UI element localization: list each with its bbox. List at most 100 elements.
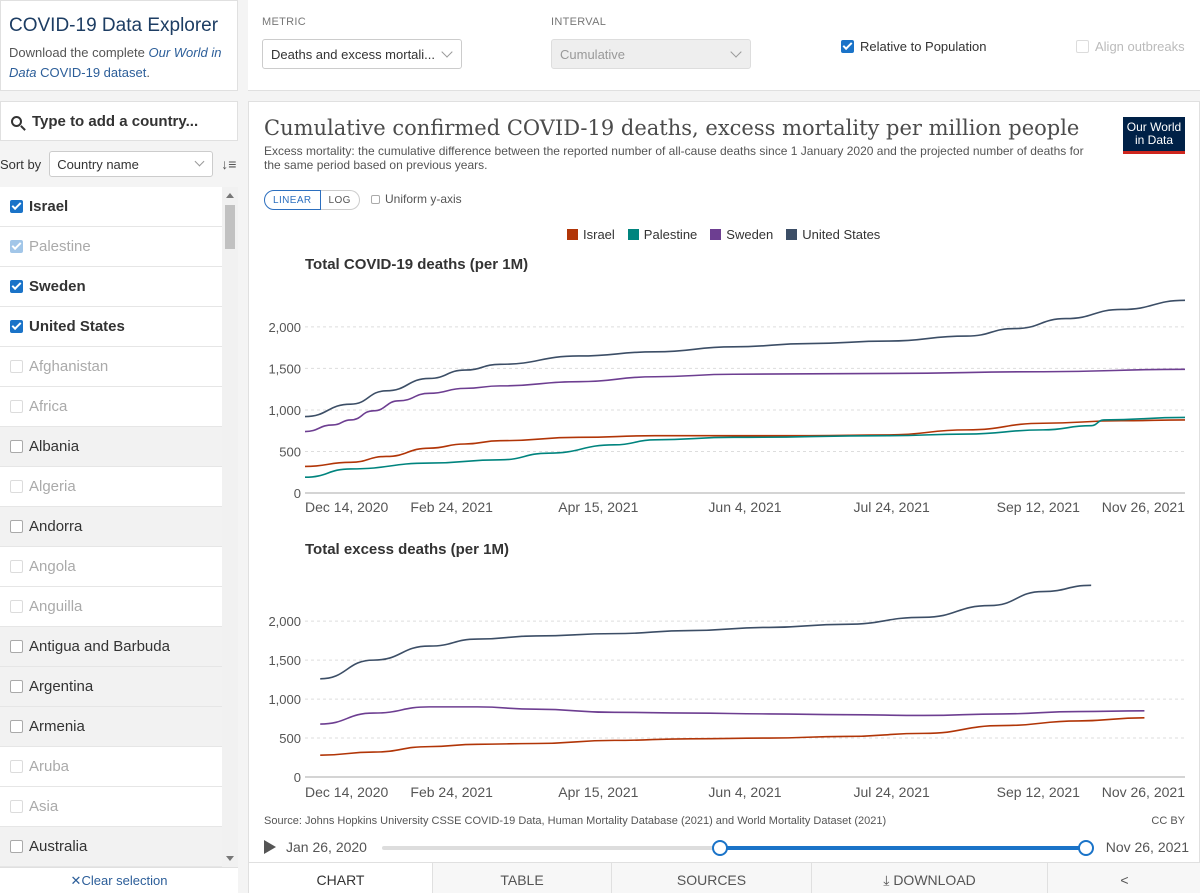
license-link[interactable]: CC BY: [1151, 815, 1185, 827]
logo-line-2: in Data: [1134, 133, 1174, 147]
country-item[interactable]: Andorra: [0, 507, 222, 547]
series-line-israel: [304, 419, 1186, 468]
timeline-end-handle[interactable]: [1078, 840, 1094, 856]
country-item[interactable]: Algeria: [0, 467, 222, 507]
x-tick-label: Feb 24, 2021: [410, 499, 493, 515]
series-line-sweden: [304, 368, 1186, 433]
country-list-scrollbar[interactable]: [222, 187, 238, 867]
country-label: Australia: [29, 838, 88, 855]
y-tick-label: 0: [294, 770, 301, 785]
scroll-up-icon[interactable]: [226, 193, 234, 198]
checkbox-unchecked-icon: [10, 640, 23, 653]
country-item[interactable]: Africa: [0, 387, 222, 427]
tab-sources[interactable]: Sources: [612, 863, 812, 893]
sort-select[interactable]: Country name: [49, 151, 214, 177]
log-scale-button[interactable]: LOG: [320, 190, 360, 210]
country-label: United States: [29, 318, 125, 335]
country-item[interactable]: Sweden: [0, 267, 222, 307]
scroll-down-icon[interactable]: [226, 856, 234, 861]
tab-chart[interactable]: Chart: [249, 863, 433, 893]
metric-label: METRIC: [262, 16, 306, 28]
sort-value: Country name: [57, 157, 139, 172]
brand-description: Download the complete Our World in Data …: [9, 43, 229, 83]
country-label: Palestine: [29, 238, 91, 255]
chart-legend: Israel Palestine Sweden United States: [567, 227, 880, 242]
timeline-track[interactable]: [382, 840, 1094, 856]
country-label: Antigua and Barbuda: [29, 638, 170, 655]
linear-scale-button[interactable]: LINEAR: [264, 190, 321, 210]
country-item[interactable]: Australia: [0, 827, 222, 867]
country-label: Angola: [29, 558, 76, 575]
brand-desc-prefix: Download the complete: [9, 45, 145, 60]
country-item[interactable]: Afghanistan: [0, 347, 222, 387]
country-item[interactable]: Antigua and Barbuda: [0, 627, 222, 667]
checkbox-unchecked-icon: [10, 800, 23, 813]
checkbox-unchecked-icon: [10, 680, 23, 693]
country-item[interactable]: Armenia: [0, 707, 222, 747]
align-outbreaks-checkbox[interactable]: Align outbreaks: [1076, 39, 1185, 54]
series-line-united-states: [320, 584, 1092, 680]
sort-direction-icon[interactable]: ↓≡: [221, 156, 237, 172]
interval-value: Cumulative: [560, 47, 626, 62]
tab-table[interactable]: Table: [433, 863, 612, 893]
sort-row: Sort by Country name ↓≡: [0, 150, 238, 178]
checkbox-checked-icon: [10, 240, 23, 253]
x-tick-label: Dec 14, 2020: [305, 499, 388, 515]
y-tick-label: 500: [279, 444, 301, 459]
clear-selection-button[interactable]: ✕Clear selection: [0, 867, 238, 893]
checkbox-unchecked-icon: [10, 760, 23, 773]
timeline-range-fill: [719, 846, 1086, 850]
uniform-y-axis-checkbox[interactable]: Uniform y-axis: [371, 192, 462, 206]
metric-value: Deaths and excess mortali...: [271, 47, 436, 62]
checkbox-unchecked-icon: [371, 194, 380, 204]
country-item[interactable]: Israel: [0, 187, 222, 227]
owid-link[interactable]: Our World in Data: [9, 45, 222, 80]
country-item[interactable]: Aruba: [0, 747, 222, 787]
country-item[interactable]: Angola: [0, 547, 222, 587]
brand-desc-suffix: .: [146, 65, 150, 80]
interval-select[interactable]: Cumulative: [551, 39, 751, 69]
legend-swatch: [710, 229, 722, 240]
y-tick-label: 1,500: [268, 653, 301, 668]
chart-title: Cumulative confirmed COVID-19 deaths, ex…: [264, 116, 1080, 140]
legend-item[interactable]: United States: [786, 227, 880, 242]
checkbox-unchecked-icon: [10, 560, 23, 573]
sort-label: Sort by: [0, 156, 42, 172]
timeline-end-label: Nov 26, 2021: [1105, 839, 1189, 855]
x-tick-label: Jul 24, 2021: [854, 784, 930, 800]
search-icon: [11, 115, 22, 127]
country-list: Israel Palestine Sweden United States Afghan…: [0, 187, 222, 867]
x-tick-label: Nov 26, 2021: [1102, 784, 1185, 800]
country-item[interactable]: Palestine: [0, 227, 222, 267]
legend-item[interactable]: Palestine: [627, 227, 697, 242]
legend-item[interactable]: Sweden: [710, 227, 773, 242]
country-item[interactable]: Anguilla: [0, 587, 222, 627]
tab-download[interactable]: ⤓ Download: [812, 863, 1048, 893]
country-item[interactable]: United States: [0, 307, 222, 347]
dataset-link[interactable]: COVID-19 dataset: [40, 65, 147, 80]
play-icon[interactable]: [264, 840, 276, 854]
x-tick-label: Jun 4, 2021: [708, 499, 781, 515]
country-item[interactable]: Asia: [0, 787, 222, 827]
chart-subtitle: Excess mortality: the cumulative differe…: [264, 144, 1084, 172]
share-button[interactable]: <: [1048, 863, 1200, 893]
x-tick-label: Apr 15, 2021: [558, 499, 638, 515]
scroll-thumb[interactable]: [225, 205, 235, 249]
country-item[interactable]: Argentina: [0, 667, 222, 707]
relative-to-population-checkbox[interactable]: Relative to Population: [841, 39, 986, 54]
owid-logo[interactable]: Our World in Data: [1123, 117, 1185, 154]
metric-select[interactable]: Deaths and excess mortali...: [262, 39, 462, 69]
close-icon: ✕: [70, 873, 82, 888]
country-label: Sweden: [29, 278, 86, 295]
interval-label: INTERVAL: [551, 16, 607, 28]
legend-item[interactable]: Israel: [567, 227, 615, 242]
country-label: Africa: [29, 398, 68, 415]
country-search-input[interactable]: Type to add a country...: [0, 101, 238, 141]
legend-label: United States: [802, 227, 881, 242]
logo-line-1: Our World: [1126, 120, 1182, 134]
series-line-united-states: [304, 299, 1186, 418]
timeline-start-handle[interactable]: [711, 840, 728, 856]
country-label: Algeria: [29, 478, 76, 495]
country-item[interactable]: Albania: [0, 427, 222, 467]
